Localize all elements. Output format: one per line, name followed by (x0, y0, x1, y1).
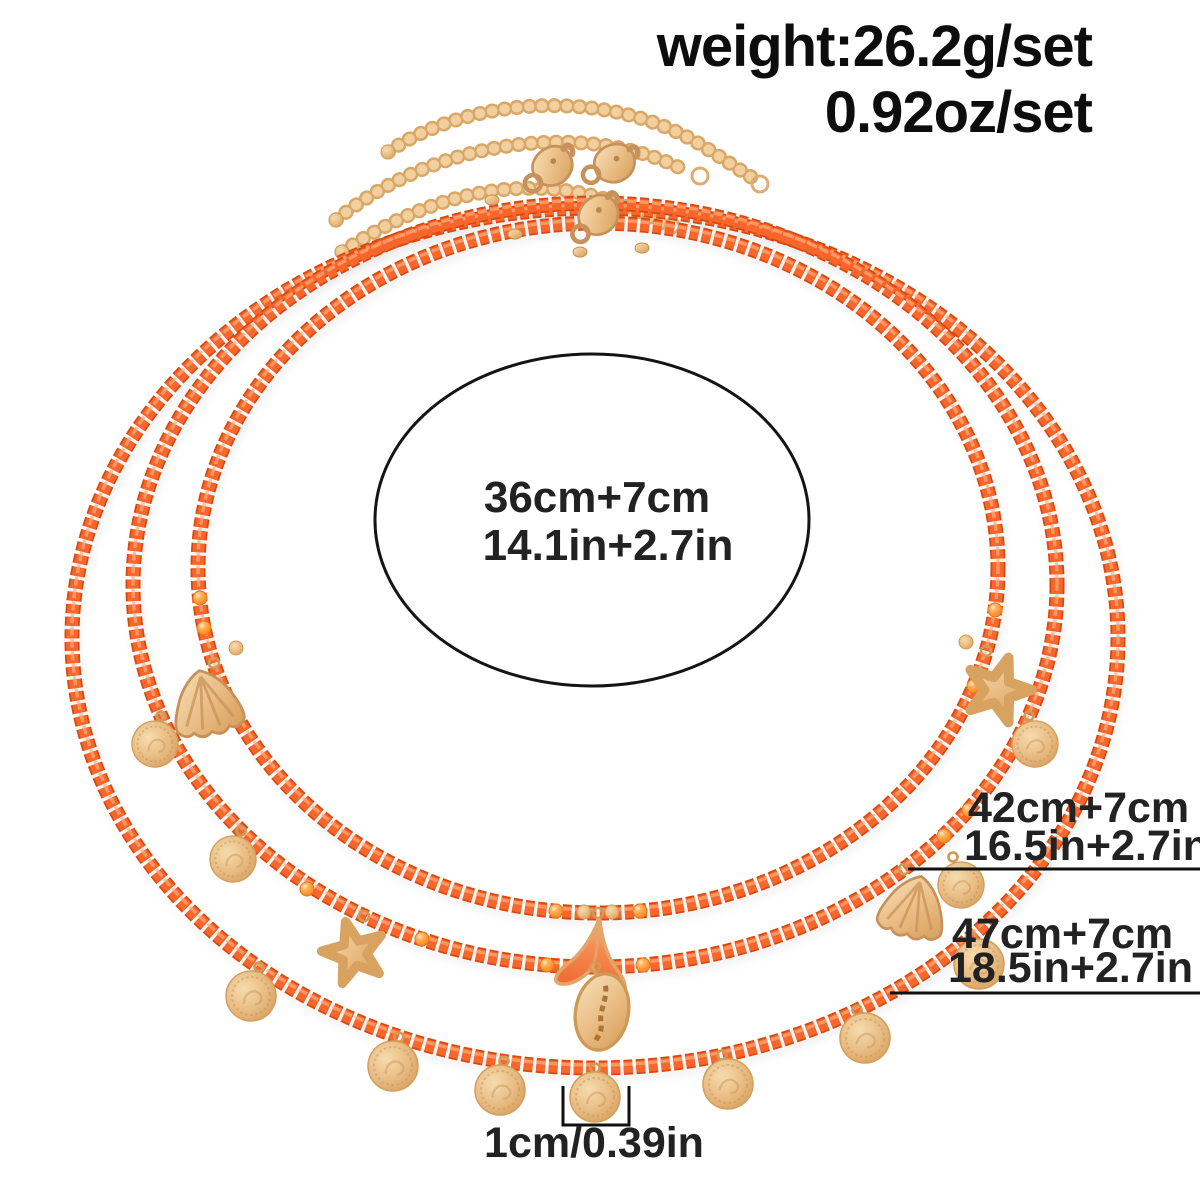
weight-oz-text: 0.92oz/set (825, 80, 1093, 145)
chain-end-ball (328, 212, 344, 228)
inner-ring-charms (164, 646, 1040, 995)
weight-grams-text: weight:26.2g/set (656, 14, 1093, 79)
coin-size-text: 1cm/0.39in (484, 1119, 704, 1167)
inner-size-metric: 36cm+7cm (484, 473, 710, 522)
middle-ring-charms (128, 710, 1062, 1055)
chain-link (750, 174, 770, 194)
crimp-bead (634, 242, 650, 254)
coin-size-bracket (561, 1086, 631, 1127)
outer-ring-charms (222, 931, 1009, 1124)
crimp-bead (507, 228, 523, 240)
bead-strand-middle (125, 195, 1065, 975)
scallop-shell-icon (164, 662, 249, 744)
crimp-bead (484, 194, 500, 206)
chain-end-ball (380, 144, 396, 160)
size-oval (373, 352, 811, 688)
outer-size-metric: 47cm+7cm (952, 910, 1173, 958)
coin-icon (568, 1070, 622, 1124)
middle-size-metric: 42cm+7cm (968, 784, 1189, 832)
middle-size-imperial: 16.5in+2.7in (964, 822, 1200, 870)
chain-link (690, 166, 710, 186)
inner-size-imperial: 14.1in+2.7in (483, 521, 734, 570)
outer-size-imperial: 18.5in+2.7in (948, 944, 1193, 992)
crimp-bead (572, 246, 588, 258)
